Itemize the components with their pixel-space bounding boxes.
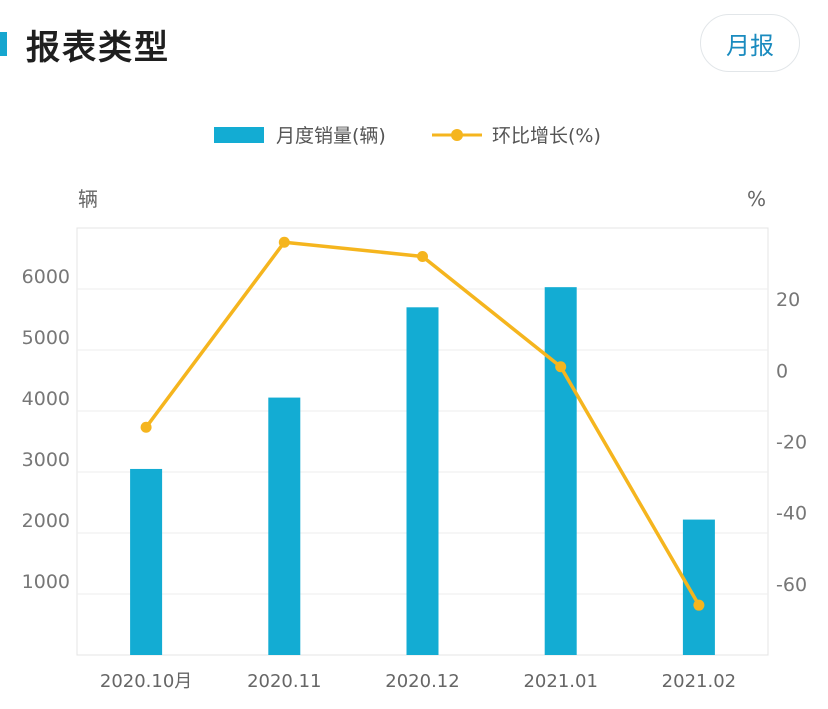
left-tick-label: 2000: [22, 510, 70, 532]
right-tick-label: -20: [776, 432, 807, 454]
line-series: [140, 236, 705, 611]
right-tick-label: 20: [776, 289, 800, 311]
line-point[interactable]: [140, 421, 152, 433]
x-tick-label: 2020.11: [247, 671, 321, 692]
left-axis-unit: 辆: [78, 187, 98, 211]
left-tick-label: 3000: [22, 449, 70, 471]
header: 报表类型 月报: [0, 0, 828, 90]
x-tick-label: 2020.12: [385, 671, 459, 692]
bar[interactable]: [406, 307, 439, 655]
legend-line-label: 环比增长(%): [492, 125, 601, 147]
line-point[interactable]: [555, 361, 567, 373]
bar[interactable]: [544, 287, 577, 655]
line-point[interactable]: [693, 599, 705, 611]
chart-container: 月度销量(辆) 环比增长(%) 辆 % 1000 2000 3000 4000 5000…: [0, 100, 828, 705]
combo-chart: 月度销量(辆) 环比增长(%) 辆 % 1000 2000 3000 4000 5000…: [22, 125, 807, 692]
title-accent-bar: [0, 32, 7, 56]
left-tick-label: 6000: [22, 266, 70, 288]
page-title: 报表类型: [26, 28, 170, 68]
right-axis-ticks: 20 0 -20 -40 -60: [776, 289, 807, 596]
left-tick-label: 5000: [22, 327, 70, 349]
bar[interactable]: [268, 397, 301, 655]
right-tick-label: -40: [776, 503, 807, 525]
left-tick-label: 4000: [22, 388, 70, 410]
x-axis-ticks: 2020.10月 2020.11 2020.12 2021.01 2021.02: [100, 671, 736, 692]
legend-line-marker: [451, 129, 463, 141]
bar[interactable]: [130, 468, 163, 655]
left-axis-ticks: 1000 2000 3000 4000 5000 6000: [22, 266, 70, 593]
right-tick-label: -60: [776, 574, 807, 596]
right-tick-label: 0: [776, 360, 788, 382]
right-axis-unit: %: [747, 187, 766, 211]
legend: 月度销量(辆) 环比增长(%): [214, 125, 601, 147]
report-type-button[interactable]: 月报: [700, 14, 800, 72]
x-tick-label: 2021.01: [523, 671, 597, 692]
legend-bar-swatch: [214, 127, 264, 143]
x-tick-label: 2020.10月: [100, 671, 192, 692]
bar-series: [130, 287, 715, 655]
left-tick-label: 1000: [22, 571, 70, 593]
line-point[interactable]: [278, 236, 290, 248]
legend-bar-label: 月度销量(辆): [276, 125, 386, 147]
x-tick-label: 2021.02: [662, 671, 736, 692]
line-point[interactable]: [417, 250, 428, 262]
